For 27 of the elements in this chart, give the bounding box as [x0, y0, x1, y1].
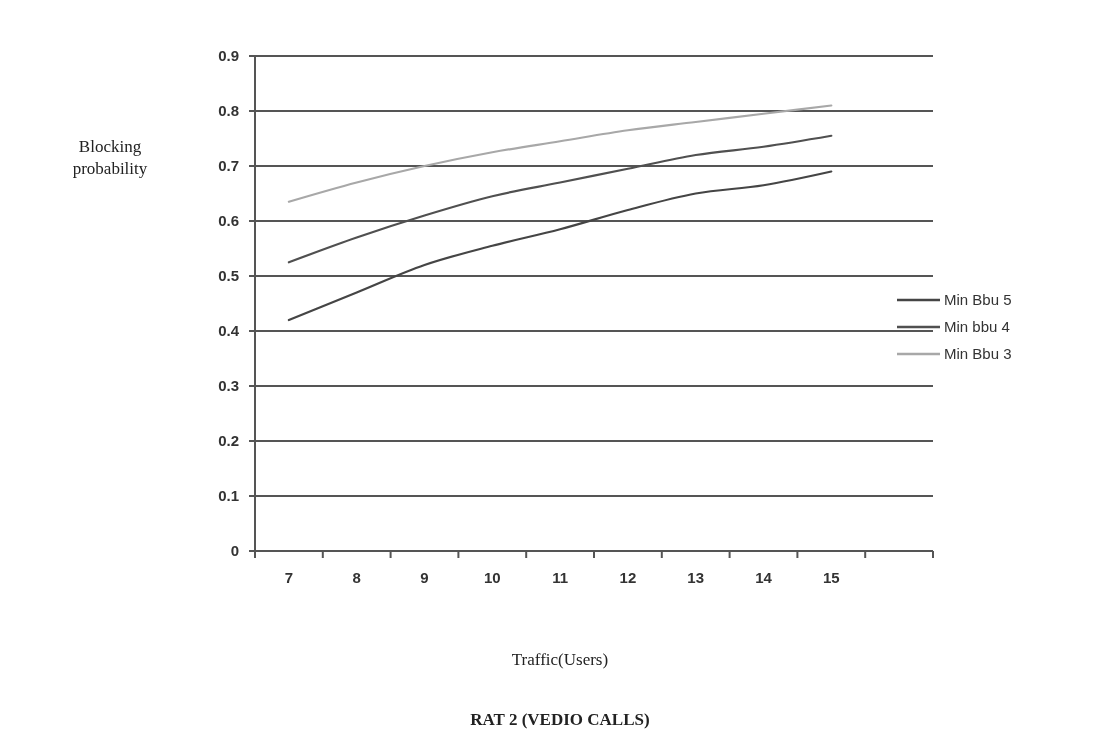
line-series	[287, 170, 833, 322]
line-series	[287, 104, 833, 203]
x-tick-label: 12	[619, 569, 637, 586]
x-tick-label: 9	[420, 569, 429, 586]
x-tick-label: 7	[284, 569, 294, 586]
legend-label: Min bbu 4	[944, 318, 1010, 336]
y-tick-label: 0.1	[218, 487, 239, 505]
text: RAT 2 (VEDIO CALLS)	[470, 710, 650, 729]
y-tick-label: 0.3	[218, 377, 239, 395]
x-tick-label: 13	[687, 569, 705, 586]
x-tick-label: 11	[552, 569, 569, 586]
x-axis-title: Traffic(Users)	[511, 650, 609, 669]
y-tick-label: 0.8	[218, 102, 239, 120]
y-tick-label: 0	[230, 542, 239, 560]
y-tick-label: 0.5	[218, 267, 239, 285]
legend-label: Min Bbu 5	[944, 291, 1012, 309]
x-tick-label: 10	[483, 569, 501, 586]
x-tick-label: 14	[755, 569, 773, 586]
y-tick-label: 0.9	[218, 47, 239, 65]
y-tick-label: 0.4	[218, 322, 240, 340]
x-tick-label: 15	[822, 569, 840, 586]
y-tick-label: 0.6	[218, 212, 239, 230]
y-axis-title: Blocking probability	[72, 137, 148, 178]
y-tick-label: 0.2	[218, 432, 239, 450]
y-tick-label: 0.7	[218, 157, 239, 175]
x-tick-label: 8	[352, 569, 361, 586]
legend-label: Min Bbu 3	[944, 345, 1012, 363]
